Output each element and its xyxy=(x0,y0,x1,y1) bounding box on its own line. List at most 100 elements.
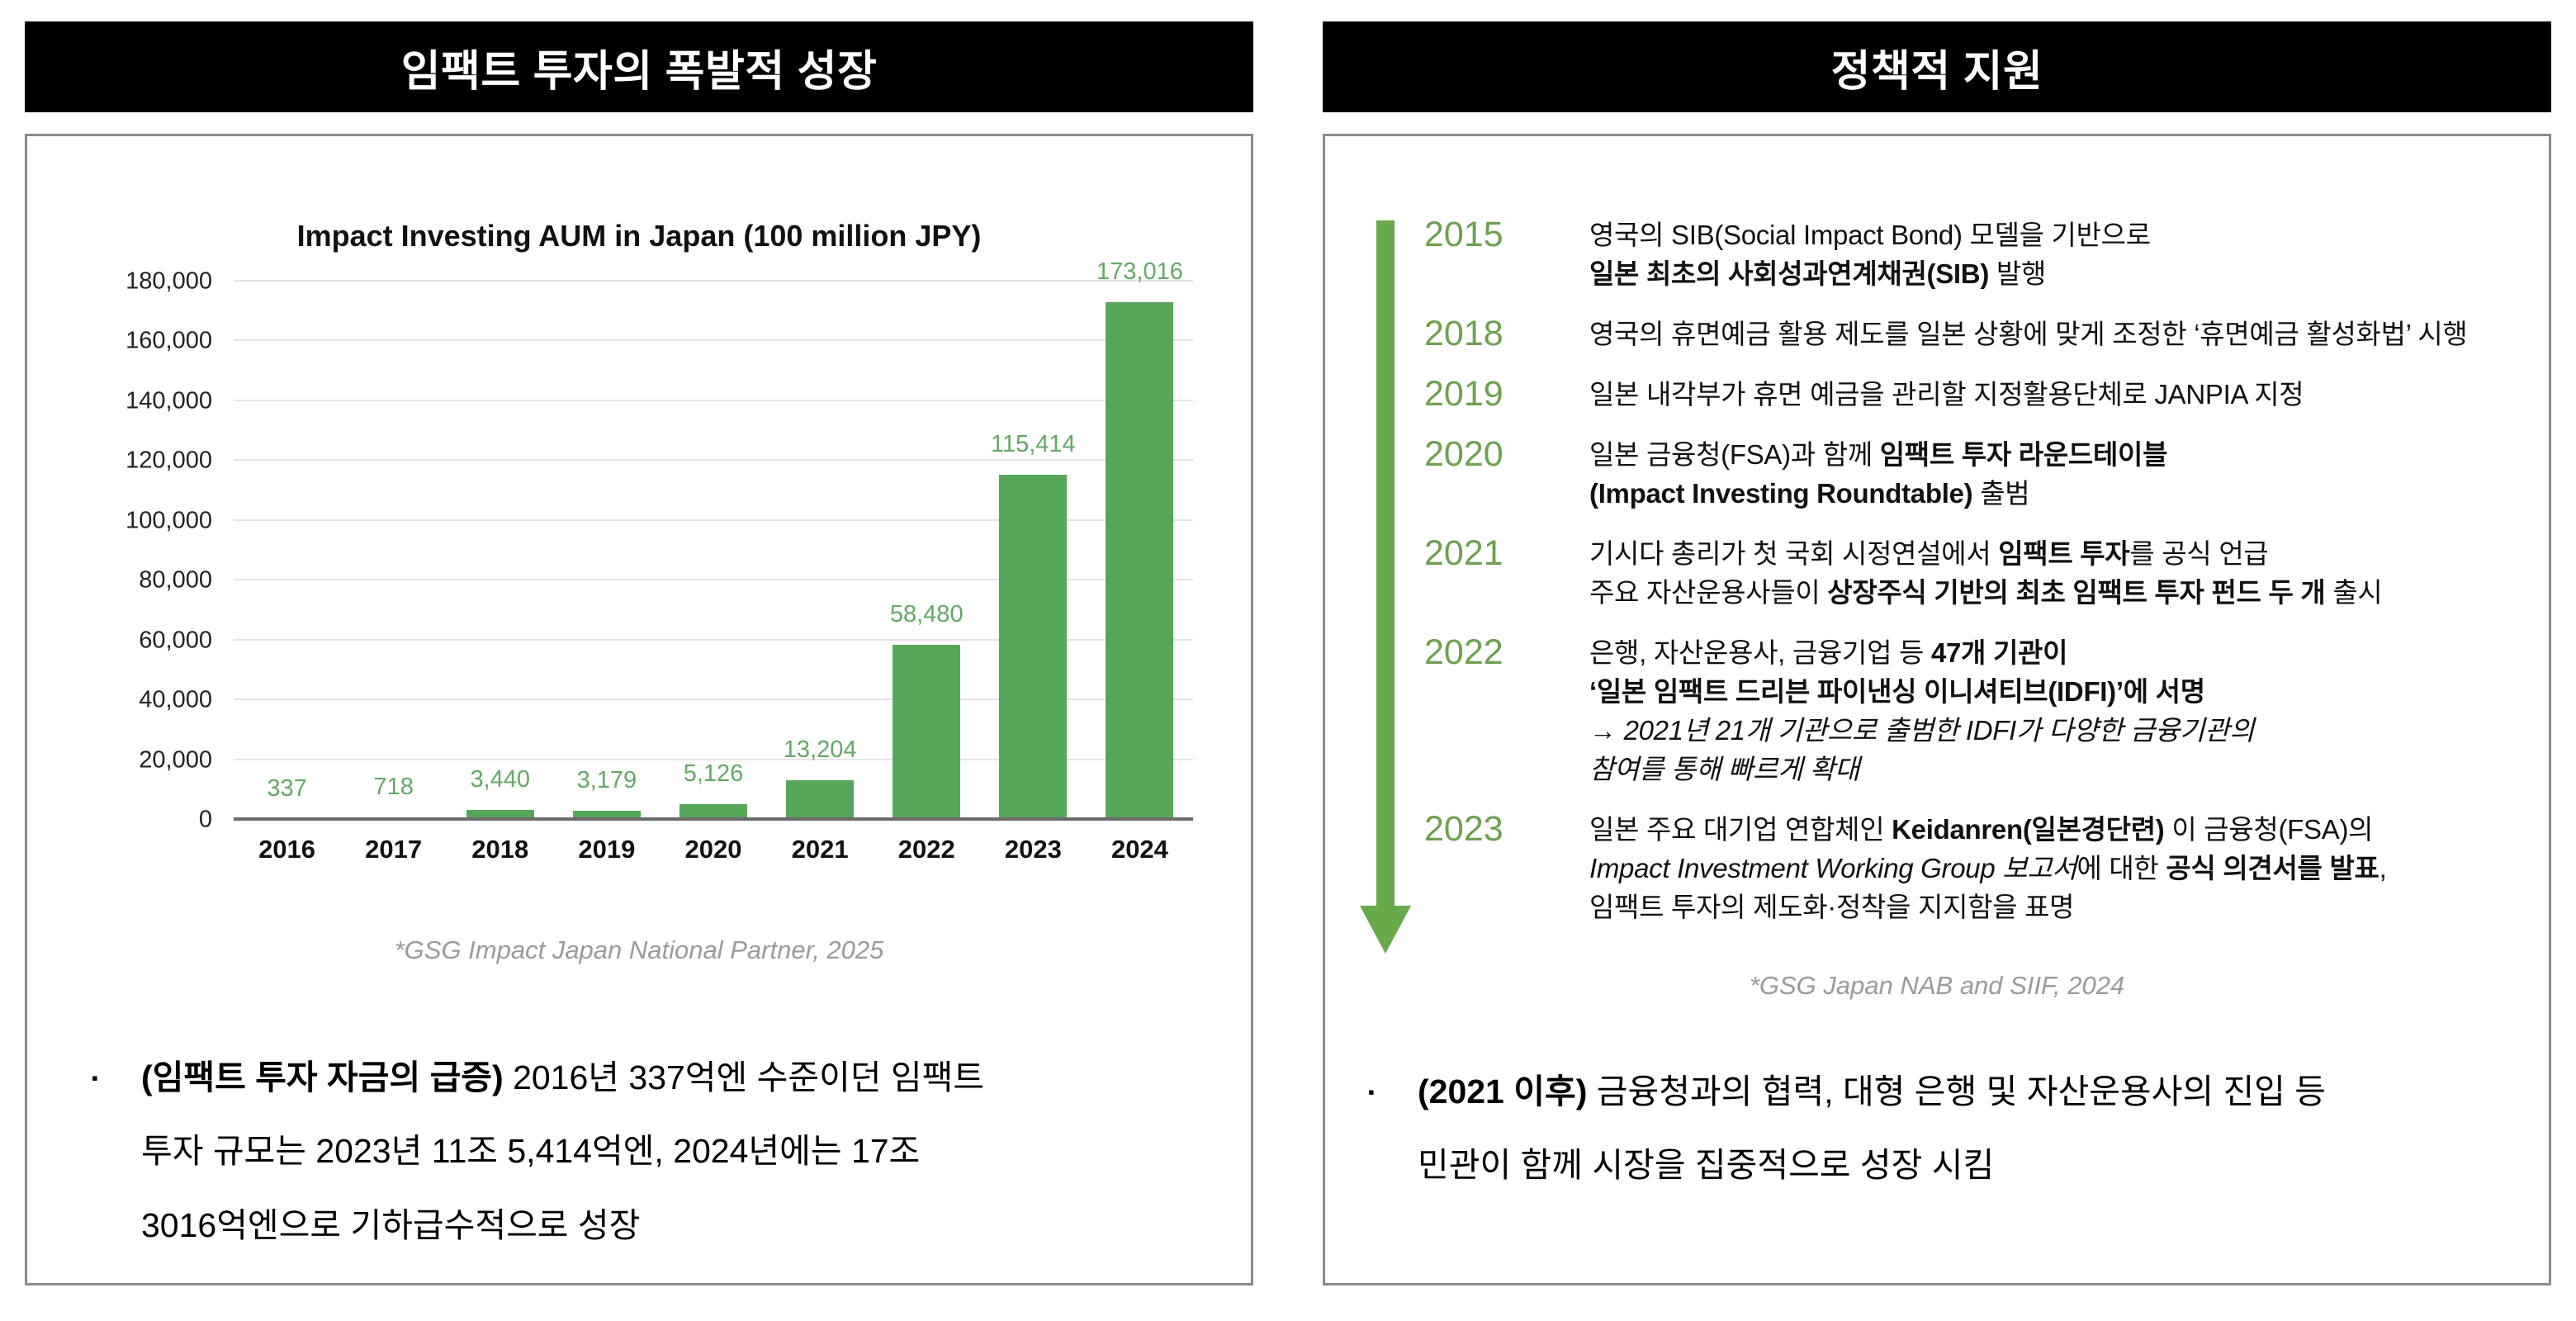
timeline-entry-text: 영국의 휴면예금 활용 제도를 일본 상황에 맞게 조정한 ‘휴면예금 활성화법… xyxy=(1589,315,2468,353)
text-segment: , xyxy=(2379,853,2387,883)
text-segment: 2016년 337억엔 수준이던 임팩트 xyxy=(503,1058,985,1096)
right-panel: 2015 영국의 SIB(Social Impact Bond) 모델을 기반으로… xyxy=(1323,134,2551,1285)
timeline-year: 2023 xyxy=(1424,809,1503,849)
timeline-line: Impact Investment Working Group 보고서에 대한 … xyxy=(1589,849,2387,888)
timeline-entry-text: 일본 주요 대기업 연합체인 Keidanren(일본경단련) 이 금융청(FS… xyxy=(1589,810,2387,926)
chart-source-note: *GSG Impact Japan National Partner, 2025 xyxy=(394,935,884,964)
policy-timeline: 2015 영국의 SIB(Social Impact Bond) 모델을 기반으로… xyxy=(1376,215,2524,926)
bullet-line: 3016억엔으로 기하급수적으로 성장 xyxy=(141,1189,1218,1262)
bullet-line: (임팩트 투자 자금의 급증) 2016년 337억엔 수준이던 임팩트 xyxy=(141,1041,1218,1115)
text-segment: 임팩트 투자 xyxy=(1998,538,2130,569)
gridline xyxy=(234,698,1193,701)
timeline-line: 일본 최초의 사회성과연계채권(SIB) 발행 xyxy=(1589,254,2151,293)
text-segment: 임팩트 투자 라운드테이블 xyxy=(1879,439,2168,470)
timeline-year: 2021 xyxy=(1424,533,1503,573)
bar-value-label: 13,204 xyxy=(783,736,857,764)
text-segment: 기시다 총리가 첫 국회 시정연설에서 xyxy=(1589,538,1999,569)
y-axis-tick-label: 80,000 xyxy=(139,566,212,594)
text-segment: 이 금융청(FSA)의 xyxy=(2164,814,2374,845)
left-header-title: 임팩트 투자의 폭발적 성장 xyxy=(400,47,878,96)
bar-2023 xyxy=(999,474,1068,820)
down-arrow-icon xyxy=(1376,220,1395,906)
text-segment: 일본 내각부가 휴면 예금을 관리할 지정활용단체로 JANPIA 지정 xyxy=(1589,379,2304,410)
left-column: 임팩트 투자의 폭발적 성장 Impact Investing AUM in J… xyxy=(25,21,1253,1300)
timeline-line: 주요 자산운용사들이 상장주식 기반의 최초 임팩트 투자 펀드 두 개 출시 xyxy=(1589,573,2383,612)
text-segment: 공식 의견서를 발표 xyxy=(2166,853,2379,883)
left-header: 임팩트 투자의 폭발적 성장 xyxy=(25,21,1253,112)
x-axis-tick-label: 2022 xyxy=(897,835,955,864)
y-axis-tick-label: 100,000 xyxy=(125,507,212,534)
gridline xyxy=(234,399,1193,401)
bar-value-label: 3,179 xyxy=(576,766,637,793)
timeline-line: 영국의 SIB(Social Impact Bond) 모델을 기반으로 xyxy=(1589,215,2151,254)
text-segment: 일본 금융청(FSA)과 함께 xyxy=(1589,439,1880,470)
timeline-source-note: *GSG Japan NAB and SIIF, 2024 xyxy=(1749,971,2125,1000)
text-segment: (2021 이후) xyxy=(1418,1072,1588,1110)
timeline-entry-text: 은행, 자산운용사, 금융기업 등 47개 기관이 ‘일본 임팩트 드리븐 파이낸… xyxy=(1589,633,2255,788)
x-axis-tick-label: 2018 xyxy=(471,835,529,864)
bar-value-label: 3,440 xyxy=(470,765,531,793)
bullet-line: (2021 이후) 금융청과의 협력, 대형 은행 및 자산운용사의 진입 등 xyxy=(1418,1055,2532,1129)
text-segment: 에 대한 xyxy=(2076,853,2166,883)
text-segment: 발행 xyxy=(1989,258,2047,289)
text-segment: (임팩트 투자 자금의 급증) xyxy=(141,1058,504,1096)
text-segment: ‘일본 임팩트 드리븐 파이낸싱 이니셔티브(IDFI)’에 서명 xyxy=(1589,676,2205,707)
bar-2022 xyxy=(893,645,961,820)
gridline xyxy=(234,339,1193,342)
timeline-entry: 2021 기시다 총리가 첫 국회 시정연설에서 임팩트 투자를 공식 언급 주요 … xyxy=(1424,534,2524,612)
timeline-line: (Impact Investing Roundtable) 출범 xyxy=(1589,474,2167,513)
gridline xyxy=(234,579,1193,581)
text-segment: 임팩트 투자의 제도화·정착을 지지함을 표명 xyxy=(1589,892,2075,922)
bullet-line: 민관이 함께 시장을 집중적으로 성장 시킴 xyxy=(1418,1129,2532,1202)
left-bullet: ▪ (임팩트 투자 자금의 급증) 2016년 337억엔 수준이던 임팩트 투자 … xyxy=(87,1041,1218,1262)
text-segment: Keidanren(일본경단련) xyxy=(1892,814,2165,845)
y-axis-tick-label: 140,000 xyxy=(125,387,212,414)
text-segment: 3016억엔으로 기하급수적으로 성장 xyxy=(141,1205,641,1244)
timeline-line: 은행, 자산운용사, 금융기업 등 47개 기관이 xyxy=(1589,633,2254,672)
timeline-entry-text: 일본 금융청(FSA)과 함께 임팩트 투자 라운드테이블 (Impact Inv… xyxy=(1589,435,2167,513)
gridline xyxy=(234,638,1193,641)
bar-2024 xyxy=(1106,302,1174,820)
bar-value-label: 5,126 xyxy=(683,760,744,788)
left-panel: Impact Investing AUM in Japan (100 milli… xyxy=(25,134,1253,1285)
x-axis-line xyxy=(234,817,1193,821)
text-segment: 출범 xyxy=(1972,478,2030,509)
text-segment: 영국의 SIB(Social Impact Bond) 모델을 기반으로 xyxy=(1589,220,2151,250)
text-segment: 은행, 자산운용사, 금융기업 등 xyxy=(1589,637,1931,668)
chart-plot-area: 0 20,000 40,000 60,000 80,000 100,000 120,000 1… xyxy=(125,258,1193,864)
text-segment: 일본 최초의 사회성과연계채권(SIB) xyxy=(1589,258,1990,289)
timeline-line: 임팩트 투자의 제도화·정착을 지지함을 표명 xyxy=(1589,888,2386,926)
right-column: 정책적 지원 2015 영국의 SIB(Social Impact Bond) 모… xyxy=(1323,21,2551,1300)
timeline-entry: 2020 일본 금융청(FSA)과 함께 임팩트 투자 라운드테이블 (Impact… xyxy=(1424,435,2524,513)
timeline-entry-text: 기시다 총리가 첫 국회 시정연설에서 임팩트 투자를 공식 언급 주요 자산운용… xyxy=(1589,534,2383,612)
text-segment: Impact Investment Working Group 보고서 xyxy=(1589,853,2077,883)
bullet-line: 투자 규모는 2023년 11조 5,414억엔, 2024년에는 17조 xyxy=(141,1115,1218,1188)
x-axis-tick-label: 2023 xyxy=(1004,835,1062,864)
text-segment: 상장주식 기반의 최초 임팩트 투자 펀드 두 개 xyxy=(1827,577,2326,608)
timeline-year: 2015 xyxy=(1424,215,1503,254)
x-axis-tick-label: 2016 xyxy=(258,835,316,864)
timeline-line: 기시다 총리가 첫 국회 시정연설에서 임팩트 투자를 공식 언급 xyxy=(1589,534,2382,573)
text-segment: 47개 기관이 xyxy=(1930,637,2068,668)
text-segment: 주요 자산운용사들이 xyxy=(1589,577,1828,608)
y-axis-tick-label: 0 xyxy=(198,806,212,833)
timeline-line: → 2021년 21개 기관으로 출범한 IDFI가 다양한 금융기관의 xyxy=(1589,711,2255,750)
timeline-entry: 2023 일본 주요 대기업 연합체인 Keidanren(일본경단련) 이 금융… xyxy=(1424,810,2524,926)
bar-2021 xyxy=(786,780,855,820)
timeline-entry: 2018 영국의 휴면예금 활용 제도를 일본 상황에 맞게 조정한 ‘휴면예금 … xyxy=(1424,315,2524,353)
text-segment: 영국의 휴면예금 활용 제도를 일본 상황에 맞게 조정한 ‘휴면예금 활성화법… xyxy=(1589,319,2468,349)
bar-value-label: 718 xyxy=(373,774,414,801)
y-axis-tick-label: 40,000 xyxy=(139,686,212,713)
right-header-title: 정책적 지원 xyxy=(1830,47,2043,96)
x-axis-tick-label: 2019 xyxy=(578,835,636,864)
y-axis-tick-label: 120,000 xyxy=(125,447,212,474)
bar-value-label: 58,480 xyxy=(889,601,964,628)
text-segment: 를 공식 언급 xyxy=(2129,538,2269,569)
bullet-marker: ▪ xyxy=(1368,1082,1375,1102)
timeline-line: 영국의 휴면예금 활용 제도를 일본 상황에 맞게 조정한 ‘휴면예금 활성화법… xyxy=(1589,315,2468,353)
y-axis-tick-label: 20,000 xyxy=(139,746,212,774)
x-axis-tick-label: 2020 xyxy=(684,835,742,864)
timeline-line: ‘일본 임팩트 드리븐 파이낸싱 이니셔티브(IDFI)’에 서명 xyxy=(1589,672,2254,711)
